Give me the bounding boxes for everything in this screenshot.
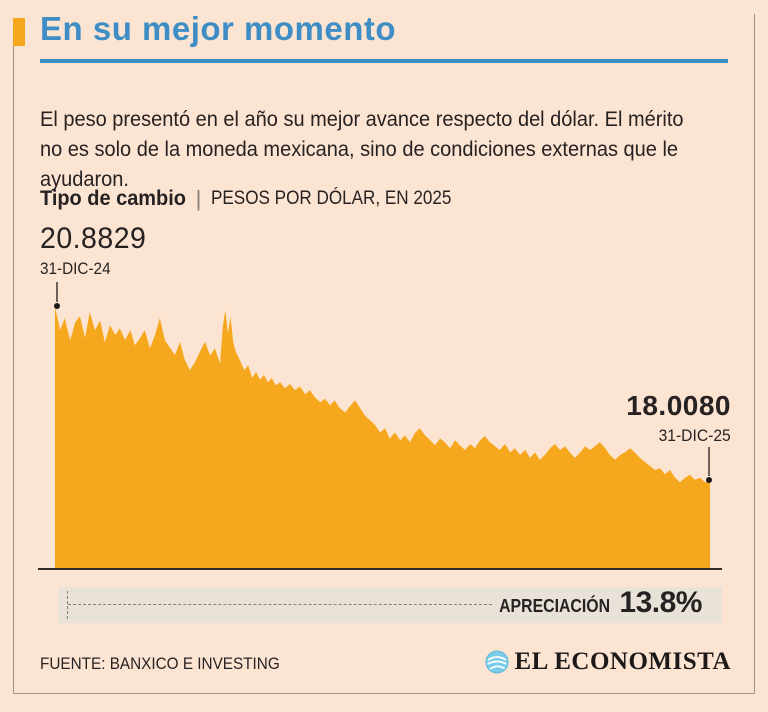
frame-bottom-line — [13, 693, 755, 694]
end-annotation: 18.0080 31-DIC-25 — [626, 390, 731, 446]
badge-dashed-line — [68, 604, 492, 605]
publisher-brand: EL ECONOMISTA — [485, 648, 732, 676]
badge-dashed-tick — [67, 591, 68, 619]
appreciation-value: 13.8% — [619, 586, 702, 619]
el-economista-logo-icon — [485, 650, 508, 674]
chart-kicker: Tipo de cambio — [40, 187, 186, 210]
appreciation-label: APRECIACIÓN — [499, 596, 611, 616]
appreciation-labels: APRECIACIÓN 13.8% — [484, 586, 703, 620]
start-annotation: 20.8829 31-DIC-24 — [40, 222, 152, 279]
appreciation-badge: APRECIACIÓN 13.8% — [58, 586, 722, 623]
kicker-divider: | — [195, 186, 202, 211]
frame-right-line — [754, 14, 755, 694]
frame-left-line — [13, 46, 14, 694]
title-underline — [40, 59, 728, 63]
title-bullet-marker — [13, 18, 25, 46]
source-credit: FUENTE: BANXICO E INVESTING — [40, 654, 280, 673]
start-value: 20.8829 — [40, 222, 147, 255]
page-title: En su mejor momento — [40, 10, 397, 47]
intro-paragraph: El peso presentó en el año su mejor avan… — [40, 106, 684, 191]
end-date: 31-DIC-25 — [658, 426, 731, 445]
chart-subtitle: PESOS POR DÓLAR, EN 2025 — [211, 188, 452, 209]
start-date: 31-DIC-24 — [40, 259, 111, 278]
publisher-wordmark: EL ECONOMISTA — [514, 648, 731, 675]
end-value: 18.0080 — [626, 390, 731, 421]
chart-kicker-row: Tipo de cambio | PESOS POR DÓLAR, EN 202… — [40, 186, 479, 212]
